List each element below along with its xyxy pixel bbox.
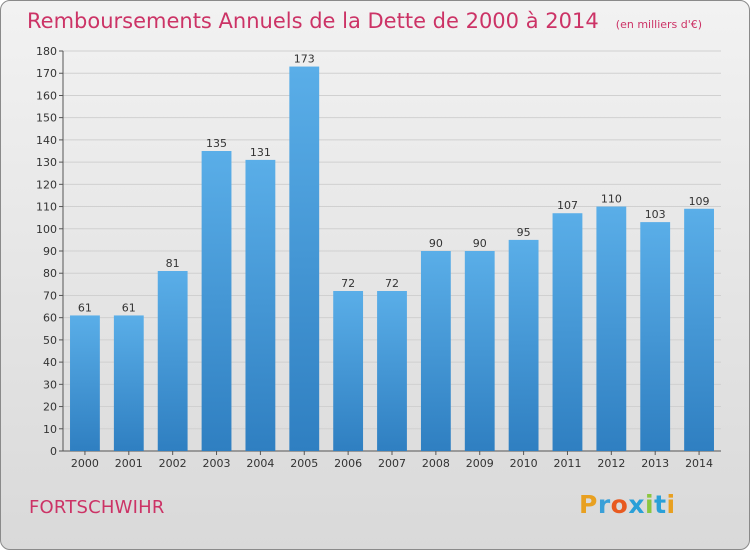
bar-2014 bbox=[684, 208, 714, 451]
bar-2005 bbox=[289, 66, 320, 452]
x-tick-label: 2001 bbox=[115, 457, 143, 470]
data-label-2005: 173 bbox=[294, 53, 315, 66]
bar-2013 bbox=[640, 222, 671, 451]
y-tick-label: 0 bbox=[50, 445, 57, 458]
y-tick-label: 120 bbox=[36, 178, 57, 191]
x-tick-label: 2014 bbox=[685, 457, 713, 470]
x-tick-label: 2006 bbox=[334, 457, 362, 470]
bar-2006 bbox=[333, 291, 364, 451]
data-label-2008: 90 bbox=[429, 237, 443, 250]
data-label-2004: 131 bbox=[250, 146, 271, 159]
data-label-2012: 110 bbox=[601, 193, 622, 206]
bar-2004 bbox=[245, 159, 276, 451]
y-tick-label: 170 bbox=[36, 67, 57, 80]
data-label-2011: 107 bbox=[557, 199, 578, 212]
x-tick-label: 2009 bbox=[466, 457, 494, 470]
chart-title: Remboursements Annuels de la Dette de 20… bbox=[27, 9, 599, 33]
y-tick-label: 160 bbox=[36, 89, 57, 102]
data-label-2007: 72 bbox=[385, 277, 399, 290]
y-tick-label: 180 bbox=[36, 45, 57, 58]
bar-2001 bbox=[113, 315, 144, 451]
data-label-2010: 95 bbox=[517, 226, 531, 239]
data-label-2013: 103 bbox=[645, 208, 666, 221]
x-tick-label: 2012 bbox=[597, 457, 625, 470]
bars bbox=[70, 66, 714, 452]
x-tick-label: 2005 bbox=[290, 457, 318, 470]
bar-2012 bbox=[596, 206, 627, 451]
data-label-2009: 90 bbox=[473, 237, 487, 250]
x-tick-label: 2013 bbox=[641, 457, 669, 470]
bar-2008 bbox=[420, 251, 451, 451]
y-tick-label: 140 bbox=[36, 134, 57, 147]
x-tick-label: 2010 bbox=[510, 457, 538, 470]
data-label-2000: 61 bbox=[78, 301, 92, 314]
x-tick-label: 2011 bbox=[553, 457, 581, 470]
y-tick-label: 60 bbox=[43, 312, 57, 325]
title-row: Remboursements Annuels de la Dette de 20… bbox=[27, 9, 702, 33]
y-tick-label: 130 bbox=[36, 156, 57, 169]
commune-name: FORTSCHWIHR bbox=[29, 497, 165, 518]
bar-2002 bbox=[157, 271, 188, 451]
y-tick-label: 100 bbox=[36, 223, 57, 236]
x-tick-label: 2007 bbox=[378, 457, 406, 470]
data-label-2014: 109 bbox=[689, 195, 710, 208]
bar-2000 bbox=[70, 315, 100, 451]
y-tick-label: 30 bbox=[43, 378, 57, 391]
y-tick-label: 70 bbox=[43, 289, 57, 302]
proxiti-logo: Proxiti bbox=[579, 490, 676, 519]
y-tick-label: 20 bbox=[43, 401, 57, 414]
y-tick-label: 40 bbox=[43, 356, 57, 369]
data-label-2006: 72 bbox=[341, 277, 355, 290]
data-label-2001: 61 bbox=[122, 301, 136, 314]
y-tick-label: 90 bbox=[43, 245, 57, 258]
bar-2010 bbox=[508, 239, 539, 451]
y-tick-label: 50 bbox=[43, 334, 57, 347]
data-label-2003: 135 bbox=[206, 137, 227, 150]
data-label-2002: 81 bbox=[166, 257, 180, 270]
x-tick-label: 2008 bbox=[422, 457, 450, 470]
chart-subtitle: (en milliers d'€) bbox=[615, 18, 703, 31]
x-tick-label: 2003 bbox=[203, 457, 231, 470]
y-tick-label: 150 bbox=[36, 112, 57, 125]
y-tick-label: 80 bbox=[43, 267, 57, 280]
x-tick-label: 2000 bbox=[71, 457, 99, 470]
y-tick-label: 110 bbox=[36, 201, 57, 214]
labels: 0 10 20 30 40 50 60 70 80 90 100 110 120 130 140 150 160… bbox=[36, 45, 713, 470]
x-tick-label: 2002 bbox=[159, 457, 187, 470]
bar-2009 bbox=[464, 251, 495, 451]
y-tick-label: 10 bbox=[43, 423, 57, 436]
bar-2007 bbox=[377, 291, 407, 451]
bar-2011 bbox=[552, 213, 583, 451]
bar-2003 bbox=[201, 151, 232, 451]
x-tick-label: 2004 bbox=[246, 457, 274, 470]
